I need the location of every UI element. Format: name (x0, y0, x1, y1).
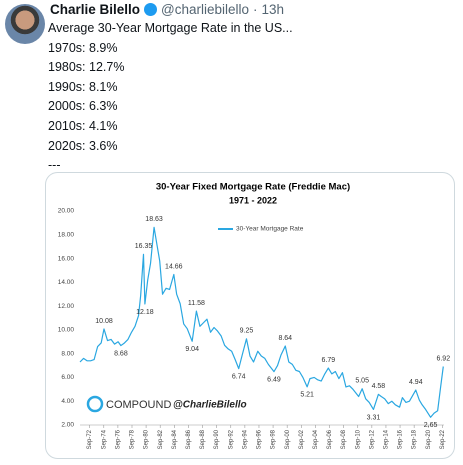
y-tick-label: 8.00 (61, 350, 74, 357)
data-label: 12.18 (136, 309, 154, 316)
tweet-line: 2020s: 3.6% (48, 138, 118, 153)
x-tick-label: Sep-94 (242, 429, 248, 449)
data-label: 6.49 (267, 376, 281, 383)
verified-badge (144, 3, 158, 16)
x-tick-label: Sep-12 (369, 429, 375, 449)
x-tick-label: Sep-22 (440, 429, 446, 449)
x-tick-label: Sep-92 (228, 429, 234, 449)
data-label: 8.64 (278, 335, 292, 342)
data-label: 16.35 (135, 243, 153, 250)
data-label: 3.31 (367, 414, 381, 421)
data-label: 9.04 (185, 346, 199, 353)
tweet-header: Charlie Bilello @charliebilello · 13h (50, 2, 284, 17)
data-label: 4.94 (409, 379, 423, 386)
chart-title: 30-Year Fixed Mortgage Rate (Freddie Mac… (156, 182, 350, 193)
data-label: 5.05 (355, 378, 369, 385)
x-tick-label: Sep-06 (327, 429, 333, 449)
x-tick-label: Sep-16 (398, 429, 404, 449)
chart[interactable]: 30-Year Fixed Mortgage Rate (Freddie Mac… (45, 172, 455, 460)
y-tick-label: 16.00 (58, 255, 75, 262)
data-label: 6.92 (436, 355, 450, 362)
x-tick-label: Sep-02 (299, 429, 305, 449)
data-label: 6.74 (232, 373, 246, 380)
tweet-line: 1990s: 8.1% (48, 79, 118, 94)
y-tick-label: 6.00 (61, 374, 74, 381)
tweet-line: --- (48, 158, 61, 173)
x-tick-label: Sep-18 (412, 429, 418, 449)
x-tick-label: Sep-98 (271, 429, 277, 449)
avatar[interactable] (5, 4, 45, 44)
x-tick-label: Sep-74 (101, 429, 107, 449)
x-tick-label: Sep-00 (285, 429, 291, 449)
x-tick-label: Sep-86 (186, 429, 192, 449)
legend-label: 30-Year Mortgage Rate (236, 226, 304, 233)
tweet-text: Average 30-Year Mortgage Rate in the US.… (48, 19, 293, 195)
tweet-line: 2000s: 6.3% (48, 99, 118, 114)
x-tick-label: Sep-72 (87, 429, 93, 449)
handle[interactable]: @charliebilello (161, 2, 250, 17)
x-tick-label: Sep-76 (115, 429, 121, 449)
x-tick-label: Sep-80 (144, 429, 150, 449)
tweet-line: 1970s: 8.9% (48, 40, 118, 55)
x-tick-label: Sep-10 (355, 429, 361, 449)
tweet-line: 2010s: 4.1% (48, 118, 118, 133)
x-tick-label: Sep-96 (257, 429, 263, 449)
x-tick-label: Sep-88 (200, 429, 206, 449)
chart-frame (45, 172, 455, 459)
timestamp[interactable]: 13h (261, 2, 285, 17)
author-name[interactable]: Charlie Bilello (50, 2, 141, 17)
x-tick-label: Sep-08 (341, 429, 347, 449)
x-tick-label: Sep-04 (313, 429, 319, 449)
data-label: 14.66 (165, 263, 183, 270)
separator: · (253, 2, 258, 17)
watermark-handle: @CharlieBilello (173, 400, 247, 411)
x-tick-label: Sep-14 (384, 429, 390, 449)
tweet-line: 1980s: 12.7% (48, 60, 125, 75)
data-label: 4.58 (372, 383, 386, 390)
data-label: 10.08 (95, 318, 113, 325)
data-label: 8.68 (114, 350, 128, 357)
x-tick-label: Sep-78 (130, 429, 136, 449)
y-tick-label: 12.00 (58, 303, 75, 310)
y-tick-label: 2.00 (61, 422, 74, 429)
x-tick-label: Sep-90 (214, 429, 220, 449)
series-line (79, 226, 444, 418)
y-tick-label: 14.00 (58, 279, 75, 286)
data-label: 6.79 (321, 357, 335, 364)
tweet-line: Average 30-Year Mortgage Rate in the US.… (48, 21, 293, 35)
data-label: 9.25 (240, 328, 254, 335)
data-label: 2.65 (424, 422, 438, 429)
data-label: 11.58 (188, 300, 205, 307)
y-tick-label: 20.00 (58, 208, 75, 215)
y-tick-label: 18.00 (58, 231, 75, 238)
logo (86, 395, 104, 413)
x-tick-label: Sep-84 (172, 429, 178, 449)
x-tick-label: Sep-82 (158, 429, 164, 449)
data-label: 5.21 (300, 392, 314, 399)
x-tick-label: Sep-20 (426, 429, 432, 449)
data-label: 18.63 (145, 216, 163, 223)
watermark: COMPOUND (106, 399, 171, 411)
y-tick-label: 4.00 (61, 398, 74, 405)
y-tick-label: 10.00 (58, 327, 75, 334)
chart-subtitle: 1971 - 2022 (229, 195, 277, 205)
